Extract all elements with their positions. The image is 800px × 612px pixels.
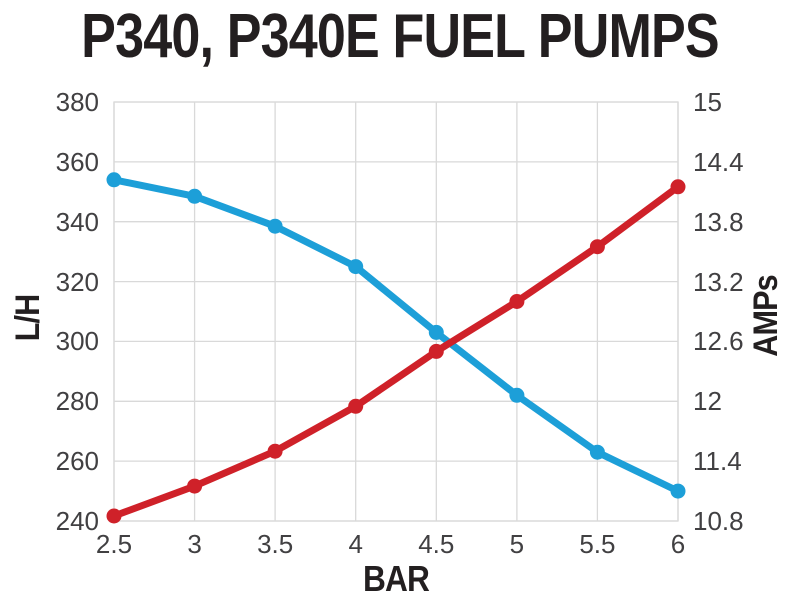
chart-title: P340, P340E FUEL PUMPS	[81, 2, 719, 71]
right-axis-tick-label: 15	[693, 87, 722, 117]
x-axis-title: BAR	[363, 558, 430, 599]
x-axis-tick-label: 6	[670, 529, 686, 559]
x-axis-tick-label: 5	[509, 529, 525, 559]
data-point-marker	[106, 508, 122, 524]
right-axis-tick-label: 13.8	[693, 206, 744, 237]
left-axis-tick-label: 360	[55, 146, 99, 177]
left-axis-tick-label: 260	[55, 446, 99, 477]
x-axis-tick-label: 5.5	[579, 529, 616, 559]
data-point-marker	[187, 188, 203, 204]
data-point-marker	[267, 218, 283, 234]
data-point-marker	[267, 443, 283, 459]
data-point-marker	[187, 478, 203, 494]
series-current	[106, 179, 686, 524]
left-axis-tick-label: 280	[55, 386, 99, 417]
right-axis-title: AMPs	[747, 275, 785, 357]
data-point-marker	[509, 294, 525, 309]
data-point-marker	[509, 387, 525, 403]
data-point-marker	[670, 483, 686, 499]
left-axis-tick-label: 320	[55, 266, 99, 297]
data-point-marker	[670, 179, 686, 195]
data-point-marker	[428, 343, 444, 359]
x-axis-tick-label: 3	[187, 529, 202, 559]
series-flow	[106, 172, 686, 499]
right-axis-tick-label: 14.4	[693, 146, 744, 177]
x-axis-tick-label: 3.5	[257, 529, 294, 559]
data-point-marker	[348, 259, 364, 275]
right-axis-tick-label: 10.8	[693, 506, 744, 536]
x-axis-tick-label: 4.5	[418, 529, 455, 559]
right-axis-tick-label: 11.4	[693, 446, 742, 477]
left-axis-tick-label: 340	[55, 206, 99, 237]
left-axis-tick-label: 300	[55, 326, 99, 357]
x-axis-tick-label: 4	[348, 529, 363, 559]
left-axis-title: L/H	[9, 294, 47, 342]
data-point-marker	[589, 444, 605, 460]
x-axis-tick-label: 2.5	[95, 529, 133, 559]
left-axis-tick-label: 240	[55, 506, 99, 536]
data-point-marker	[428, 324, 444, 340]
data-point-marker	[106, 172, 122, 188]
right-axis-tick-label: 12.6	[693, 326, 744, 357]
data-point-marker	[589, 239, 605, 255]
left-axis-tick-label: 380	[55, 87, 99, 117]
data-point-marker	[348, 398, 364, 414]
right-axis-tick-label: 13.2	[693, 266, 744, 297]
right-axis-tick-label: 12	[693, 386, 722, 417]
